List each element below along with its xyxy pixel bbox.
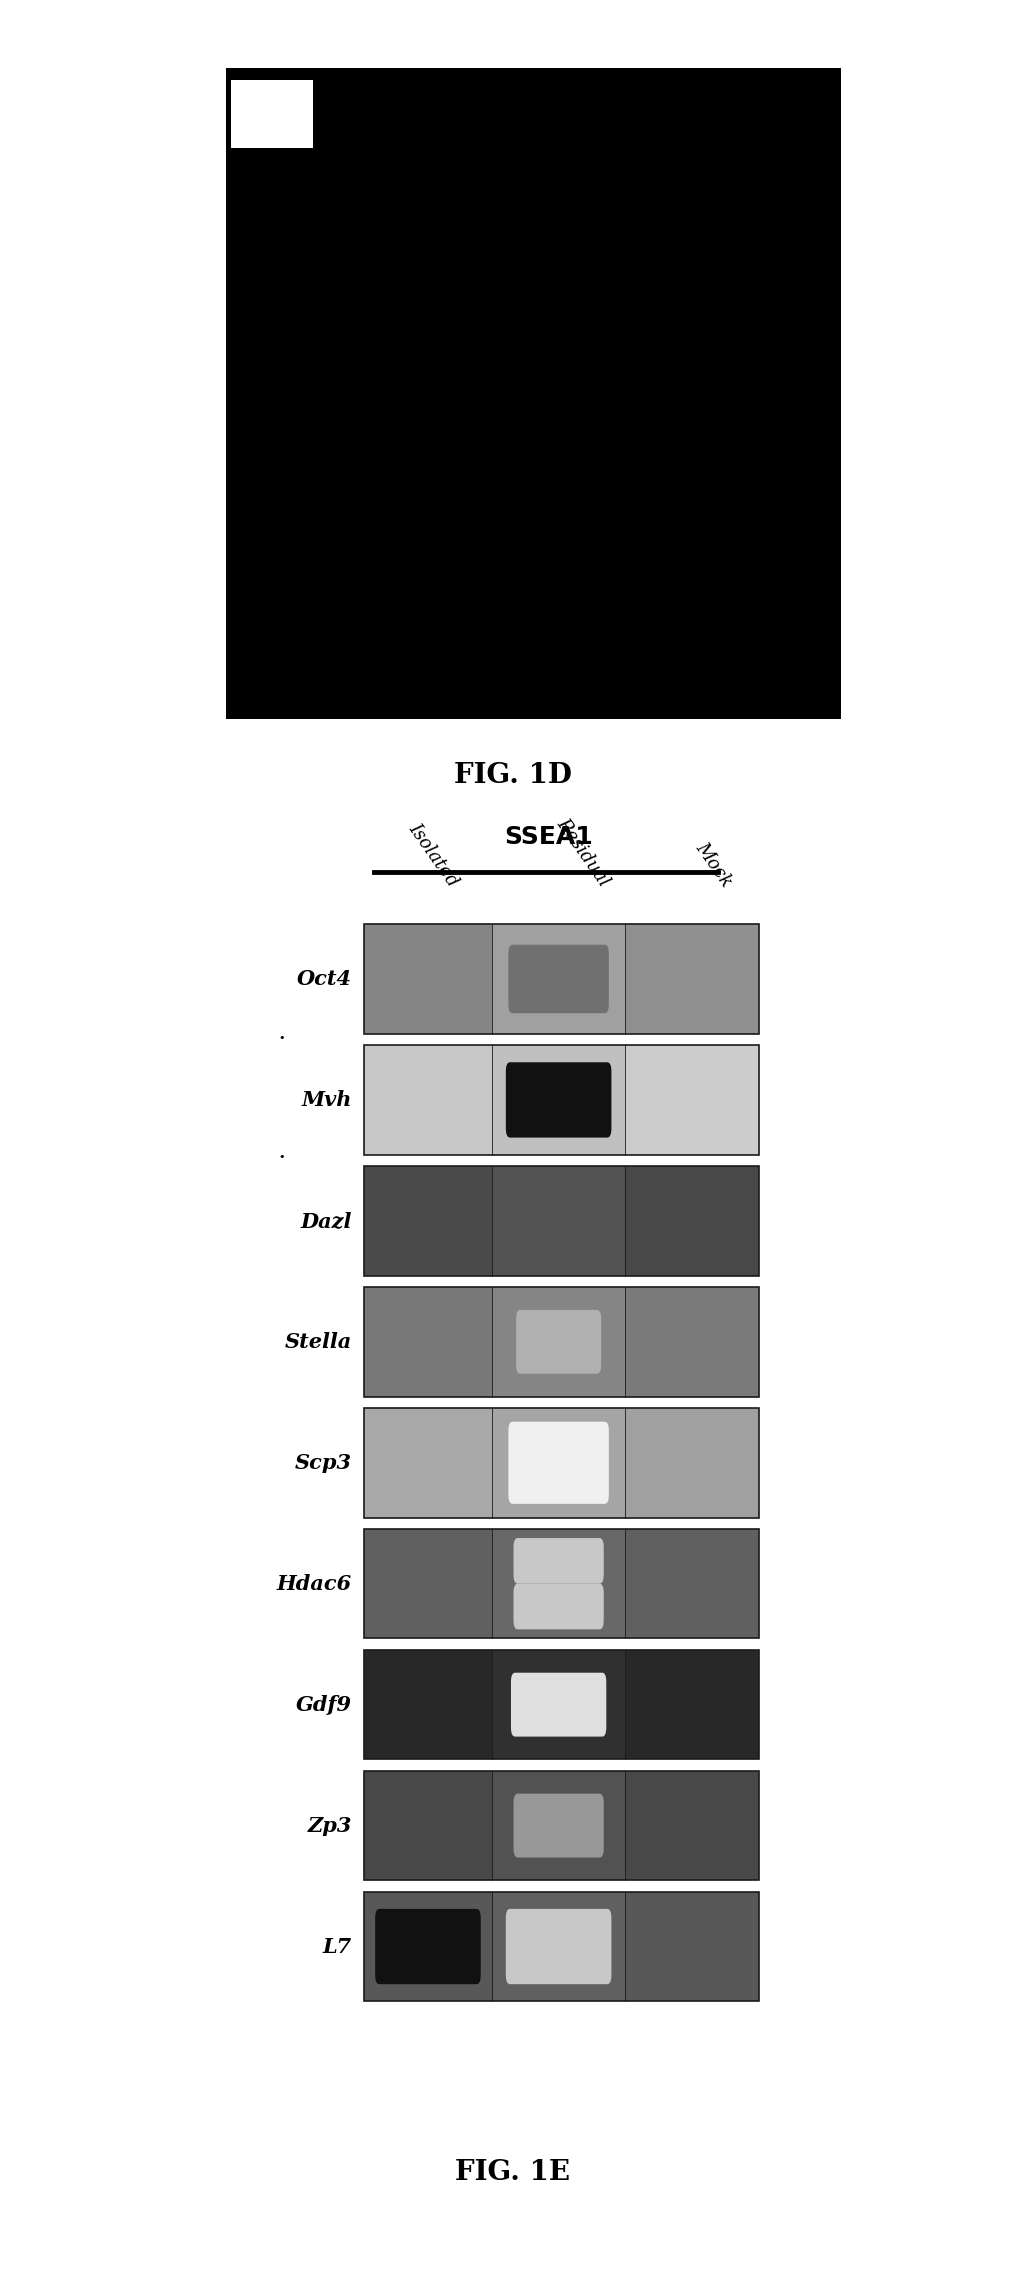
Bar [364, 1408, 758, 1518]
Bar [364, 1045, 492, 1155]
Bar [492, 1892, 625, 2001]
Bar [625, 1650, 758, 1759]
Bar [364, 1650, 758, 1759]
Bar [364, 1166, 492, 1276]
Bar [492, 1408, 625, 1518]
Bar [364, 1771, 492, 1880]
Bar [625, 1045, 758, 1155]
Text: Scp3: Scp3 [294, 1454, 352, 1472]
Bar [625, 1408, 758, 1518]
FancyBboxPatch shape [514, 1584, 604, 1629]
Bar [625, 1166, 758, 1276]
Bar [625, 924, 758, 1034]
Text: Hdac6: Hdac6 [277, 1575, 352, 1593]
Bar [364, 924, 758, 1034]
Bar [364, 1650, 492, 1759]
FancyBboxPatch shape [514, 1794, 604, 1858]
FancyBboxPatch shape [508, 1422, 609, 1504]
Text: •: • [279, 1152, 285, 1162]
Text: L7: L7 [323, 1937, 352, 1956]
Bar [364, 1892, 492, 2001]
Bar [492, 1529, 625, 1638]
Bar [364, 924, 492, 1034]
Bar [492, 1045, 625, 1155]
Text: Oct4: Oct4 [296, 970, 352, 988]
FancyBboxPatch shape [505, 1908, 611, 1985]
FancyBboxPatch shape [375, 1908, 481, 1985]
Bar [364, 1408, 492, 1518]
FancyBboxPatch shape [516, 1310, 601, 1374]
Bar [492, 1166, 625, 1276]
Bar [231, 80, 313, 148]
Text: •: • [279, 1034, 285, 1043]
Text: Residual: Residual [554, 815, 613, 890]
Bar [364, 1287, 492, 1397]
Text: FIG. 1D: FIG. 1D [453, 762, 572, 790]
Text: Gdf9: Gdf9 [295, 1696, 352, 1714]
Bar [226, 68, 840, 719]
Bar [625, 1287, 758, 1397]
Bar [492, 1771, 625, 1880]
Bar [625, 1771, 758, 1880]
Bar [364, 1529, 758, 1638]
Bar [625, 1892, 758, 2001]
Bar [364, 1892, 758, 2001]
Bar [492, 1650, 625, 1759]
Bar [364, 1166, 758, 1276]
Text: Stella: Stella [284, 1333, 352, 1351]
Bar [492, 1287, 625, 1397]
Bar [364, 1287, 758, 1397]
Text: Dazl: Dazl [300, 1212, 352, 1230]
Text: SSEA1: SSEA1 [504, 824, 592, 849]
Text: Isolated: Isolated [405, 819, 461, 890]
Bar [364, 1771, 758, 1880]
FancyBboxPatch shape [514, 1538, 604, 1584]
Text: Zp3: Zp3 [308, 1816, 352, 1835]
FancyBboxPatch shape [505, 1061, 611, 1139]
FancyBboxPatch shape [510, 1673, 606, 1737]
Text: FIG. 1E: FIG. 1E [455, 2159, 570, 2186]
Bar [364, 1529, 492, 1638]
Bar [625, 1529, 758, 1638]
FancyBboxPatch shape [508, 945, 609, 1013]
Bar [364, 1045, 758, 1155]
Text: Mock: Mock [692, 837, 736, 890]
Text: Mvh: Mvh [301, 1091, 352, 1109]
Bar [492, 924, 625, 1034]
